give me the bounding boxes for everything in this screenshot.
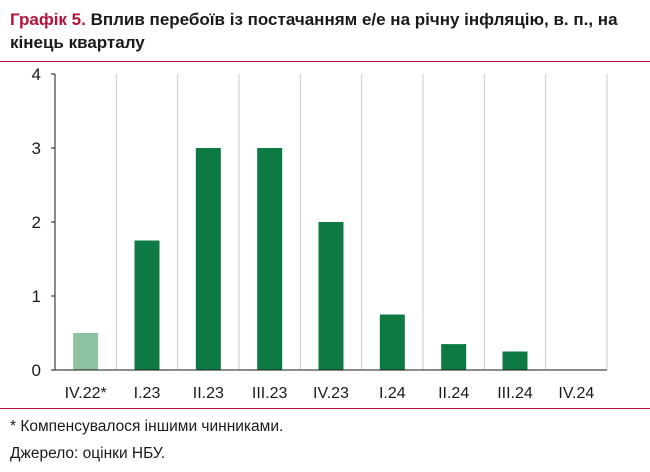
x-tick-label: IV.22* <box>65 385 107 402</box>
y-tick-label: 3 <box>32 139 41 158</box>
bar <box>195 148 221 370</box>
y-tick-label: 0 <box>32 361 41 380</box>
bar <box>441 344 467 370</box>
x-tick-label: IV.23 <box>313 385 349 402</box>
source-note: Джерело: оцінки НБУ. <box>10 445 166 462</box>
chart-title-text: Вплив перебоїв із постачанням е/е на річ… <box>10 10 618 52</box>
x-tick-label: III.24 <box>497 385 533 402</box>
x-tick-label: I.24 <box>379 385 406 402</box>
chart-title: Графік 5. Вплив перебоїв із постачанням … <box>10 8 640 54</box>
bar-chart: 0 1 2 3 4 IV.22* I.23 II.23 III.23 IV.23 I.24 II.24… <box>32 65 608 402</box>
bar <box>73 333 99 370</box>
top-rule <box>0 61 650 62</box>
x-tick-label: II.23 <box>193 385 224 402</box>
chart-number: Графік 5. <box>10 10 86 29</box>
x-tick-label: IV.24 <box>558 385 594 402</box>
x-tick-label: II.24 <box>438 385 469 402</box>
bottom-rule <box>0 408 650 409</box>
y-tick-label: 4 <box>32 65 41 84</box>
bar <box>379 314 405 370</box>
bar <box>318 222 344 370</box>
x-tick-label: I.23 <box>134 385 161 402</box>
x-tick-label: III.23 <box>252 385 288 402</box>
bar <box>257 148 283 370</box>
bar <box>502 351 528 370</box>
footnote: * Компенсувалося іншими чинниками. <box>10 418 284 435</box>
y-tick-label: 1 <box>32 287 41 306</box>
bar <box>134 240 160 370</box>
y-tick-label: 2 <box>32 213 41 232</box>
